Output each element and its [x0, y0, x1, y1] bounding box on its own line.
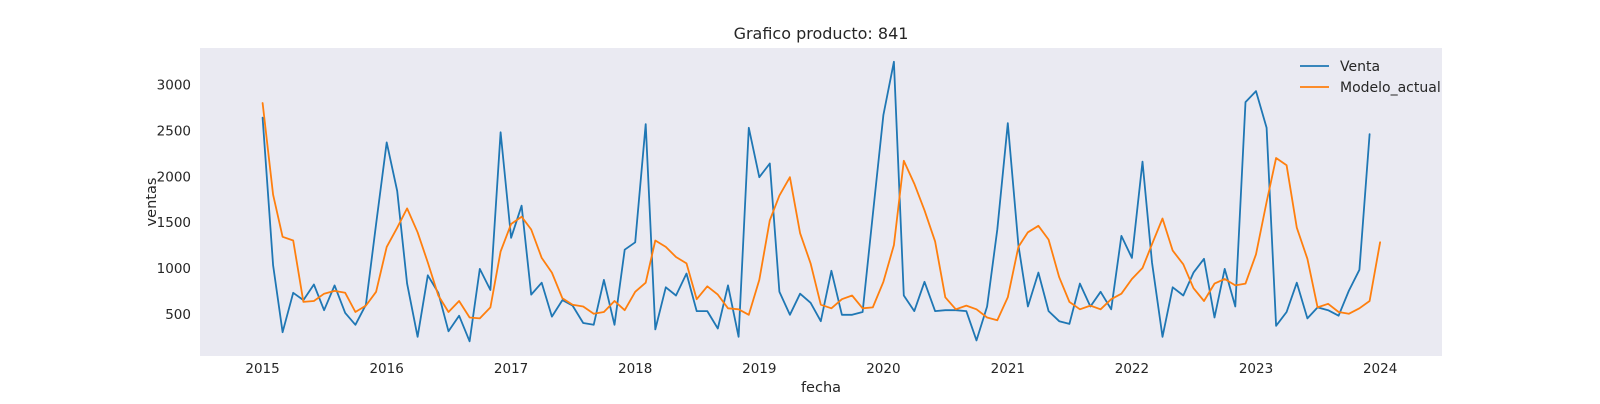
x-tick-label: 2023	[1239, 361, 1273, 377]
y-tick-label: 3000	[157, 78, 191, 94]
x-tick-label: 2024	[1363, 361, 1397, 377]
series-modelo-actual	[261, 102, 1381, 322]
legend: Venta Modelo_actual	[1300, 59, 1441, 96]
x-tick-label: 2022	[1115, 361, 1149, 377]
y-tick-label: 500	[165, 307, 191, 323]
legend-item: Modelo_actual	[1300, 80, 1441, 96]
y-axis-ticks: 500 1000 1500 2000 2500 3000	[157, 78, 191, 323]
y-tick-label: 1000	[157, 261, 191, 277]
series-line	[261, 60, 1371, 343]
chart-title: Grafico producto: 841	[734, 24, 909, 43]
x-tick-label: 2016	[369, 361, 403, 377]
x-tick-label: 2017	[494, 361, 528, 377]
plot-background	[200, 48, 1442, 356]
series-line	[261, 102, 1381, 322]
y-tick-label: 2500	[157, 124, 191, 140]
series-layer	[261, 60, 1381, 343]
x-tick-label: 2015	[245, 361, 279, 377]
legend-label: Venta	[1340, 59, 1380, 75]
x-tick-label: 2019	[742, 361, 776, 377]
y-axis-title: ventas	[144, 178, 160, 227]
y-tick-label: 1500	[157, 215, 191, 231]
x-tick-label: 2021	[991, 361, 1025, 377]
legend-label: Modelo_actual	[1340, 80, 1441, 96]
y-tick-label: 2000	[157, 169, 191, 185]
x-tick-label: 2018	[618, 361, 652, 377]
legend-item: Venta	[1300, 59, 1380, 75]
series-venta	[261, 60, 1371, 343]
x-tick-label: 2020	[866, 361, 900, 377]
x-axis-title: fecha	[801, 380, 841, 396]
x-axis-ticks: 2015 2016 2017 2018 2019 2020 2021 2022 2023 2024	[245, 361, 1397, 377]
